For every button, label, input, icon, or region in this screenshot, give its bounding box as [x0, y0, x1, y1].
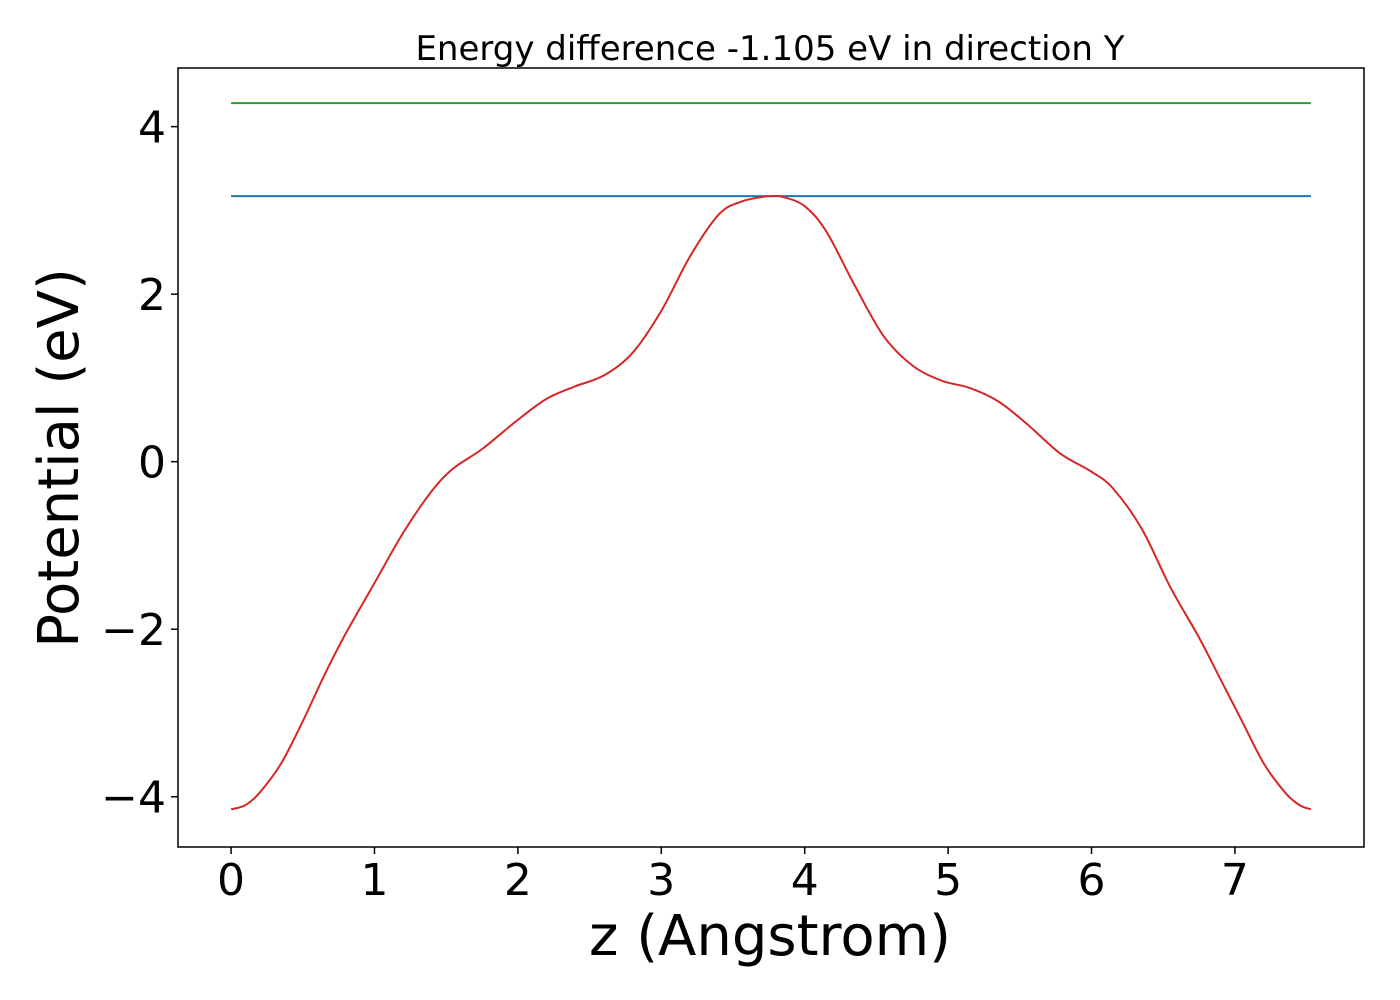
x-tick-label: 3 — [647, 855, 675, 906]
x-tick-label: 1 — [360, 855, 388, 906]
y-tick-label: 0 — [138, 438, 166, 489]
x-tick-label: 4 — [791, 855, 819, 906]
y-tick-label: −4 — [101, 773, 166, 824]
axes-frame — [177, 67, 1365, 848]
y-tick-label: −2 — [101, 605, 166, 656]
y-axis-ticks: −4 −2 0 2 4 — [101, 103, 178, 824]
y-tick-label: 2 — [138, 270, 166, 321]
x-tick-label: 6 — [1078, 855, 1106, 906]
x-tick-label: 0 — [217, 855, 245, 906]
x-axis-label: z (Angstrom) — [589, 904, 951, 969]
plot-area — [230, 102, 1312, 811]
x-axis-ticks: 0 1 2 3 4 5 6 7 — [217, 847, 1249, 906]
potential-curve — [230, 194, 1312, 811]
x-tick-label: 2 — [504, 855, 532, 906]
y-axis-label: Potential (eV) — [27, 268, 92, 648]
chart-title: Energy difference -1.105 eV in direction… — [415, 29, 1124, 69]
y-tick-label: 4 — [138, 103, 166, 154]
x-tick-label: 7 — [1221, 855, 1249, 906]
x-tick-label: 5 — [934, 855, 962, 906]
